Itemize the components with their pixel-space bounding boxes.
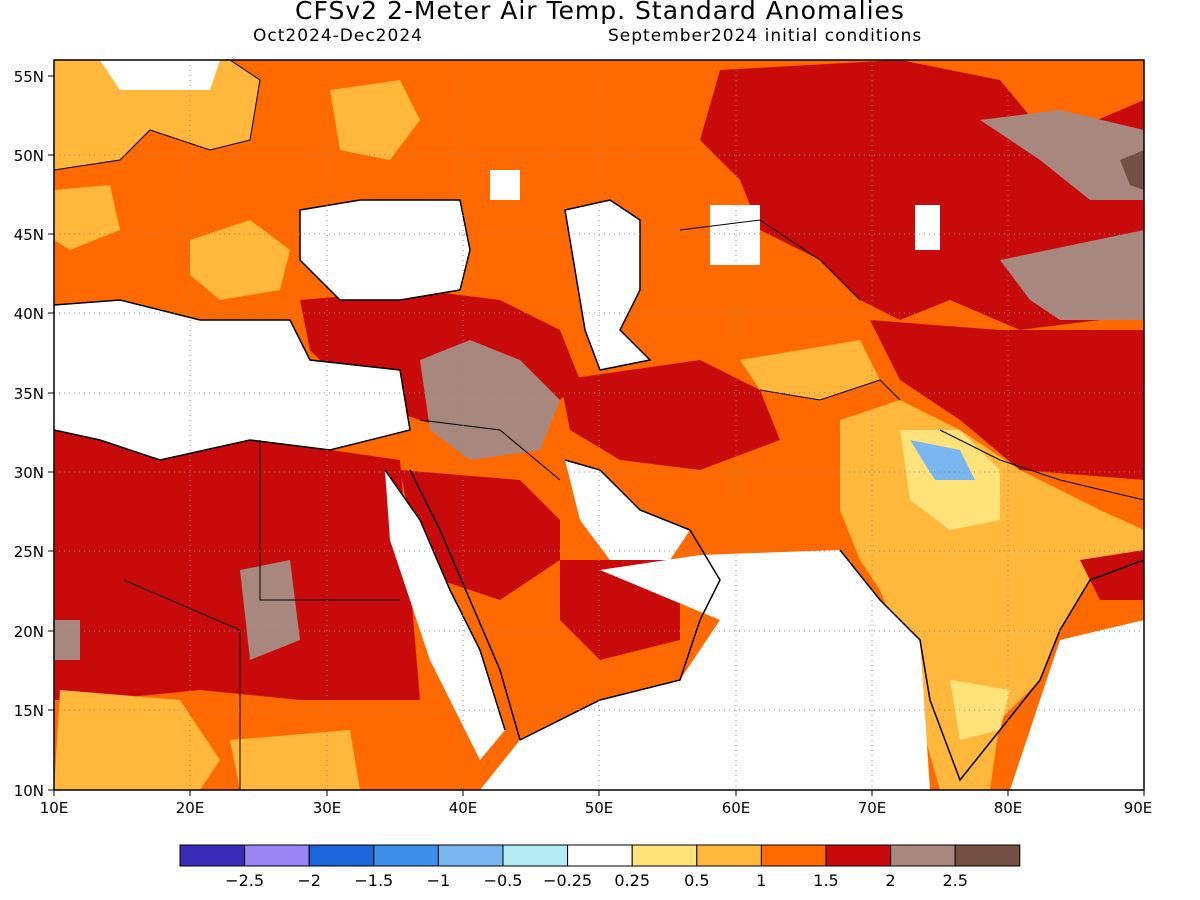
legend-label: −0.5 xyxy=(484,871,523,890)
anomaly-punjab-cool xyxy=(910,440,975,480)
legend-swatch xyxy=(244,844,310,867)
arabian-sea xyxy=(480,550,930,790)
anomaly-sudan-gray xyxy=(240,560,300,660)
legend-swatch xyxy=(825,844,892,867)
legend-swatch xyxy=(890,844,956,867)
legend-swatch xyxy=(502,844,569,867)
anomaly-syria-iraq xyxy=(420,340,560,460)
legend-swatch xyxy=(373,844,439,867)
anomaly-tarim xyxy=(1000,230,1144,320)
anomaly-field xyxy=(54,60,1144,790)
lon-label: 20E xyxy=(176,799,205,817)
anomaly-balkans xyxy=(190,220,290,300)
baltic-mask xyxy=(100,60,220,90)
legend-swatch xyxy=(567,844,633,867)
persian-gulf xyxy=(565,460,690,560)
lat-label: 40N xyxy=(14,305,44,323)
anomaly-sahel-gray xyxy=(54,620,80,660)
legend-label: 2 xyxy=(886,871,896,890)
legend-label: 2.5 xyxy=(942,871,967,890)
lon-label: 60E xyxy=(722,799,751,817)
anomaly-mongolia xyxy=(980,110,1144,200)
legend-label: −0.25 xyxy=(543,871,592,890)
afghan-border xyxy=(759,379,901,401)
anomaly-himalaya xyxy=(870,320,1144,480)
black-sea-coast xyxy=(299,199,471,301)
iraq-border xyxy=(419,419,561,481)
graticule xyxy=(54,60,1144,790)
arabia-coast xyxy=(519,459,721,741)
lon-label: 70E xyxy=(858,799,887,817)
initial-conditions: September2024 initial conditions xyxy=(608,26,923,46)
anomaly-afghanistan xyxy=(740,340,880,400)
lake-mask xyxy=(490,170,520,200)
kazakh-border xyxy=(679,219,861,301)
legend-label: −1.5 xyxy=(354,871,393,890)
lat-label: 20N xyxy=(14,623,44,641)
legend-swatch xyxy=(179,844,246,867)
axis-ticks xyxy=(48,75,1145,796)
anomaly-central-europe xyxy=(330,80,420,160)
balkhash-mask xyxy=(915,205,940,250)
lat-label: 15N xyxy=(14,702,44,720)
anomaly-ne-china xyxy=(1120,150,1144,190)
sahel-border xyxy=(123,579,241,790)
india-coast xyxy=(839,549,1144,782)
lon-label: 80E xyxy=(994,799,1023,817)
legend-label: 0.5 xyxy=(684,871,709,890)
legend-colorbar xyxy=(179,844,1021,867)
legend-label: 1.5 xyxy=(813,871,838,890)
anomaly-sahara xyxy=(54,420,420,700)
lon-label: 40E xyxy=(449,799,478,817)
lon-label: 30E xyxy=(313,799,342,817)
lat-label: 45N xyxy=(14,226,44,244)
aral-mask xyxy=(710,205,760,265)
anomaly-west-africa xyxy=(54,690,220,790)
lon-label: 10E xyxy=(40,799,69,817)
sea-mask xyxy=(54,60,1144,790)
anomaly-iberia-france xyxy=(54,185,120,250)
mediterranean-sea xyxy=(54,300,410,460)
lat-labels: 55N 50N 45N 40N 35N 30N 25N 20N 15N 10N xyxy=(14,68,44,800)
legend-label: 0.25 xyxy=(614,871,650,890)
anomaly-iran-west xyxy=(560,360,780,470)
lat-label: 30N xyxy=(14,464,44,482)
lat-label: 50N xyxy=(14,147,44,165)
caspian-sea xyxy=(565,200,650,370)
legend-label: −2 xyxy=(297,871,321,890)
lat-label: 35N xyxy=(14,385,44,403)
legend-swatch xyxy=(631,844,698,867)
black-sea xyxy=(300,200,470,300)
lat-label: 55N xyxy=(14,68,44,86)
legend-swatch xyxy=(760,844,827,867)
red-sea-east-coast xyxy=(409,469,521,741)
forecast-period: Oct2024-Dec2024 xyxy=(253,26,423,46)
red-sea xyxy=(385,470,505,760)
lon-label: 90E xyxy=(1124,799,1153,817)
legend-label: 1 xyxy=(756,871,766,890)
legend-swatch xyxy=(696,844,762,867)
legend-label: −2.5 xyxy=(225,871,264,890)
anomaly-bangladesh xyxy=(1080,550,1144,600)
legend-swatch xyxy=(954,844,1021,867)
med-coast xyxy=(54,299,411,461)
nepal-border xyxy=(939,429,1144,501)
coastlines xyxy=(54,60,1144,790)
lat-label: 10N xyxy=(14,782,44,800)
egypt-border xyxy=(259,440,400,601)
caspian-coast xyxy=(564,199,652,371)
legend-label: −1 xyxy=(427,871,451,890)
lon-labels: 10E 20E 30E 40E 50E 60E 70E 80E 90E xyxy=(40,799,1153,817)
red-sea-west-coast xyxy=(384,469,506,731)
legend-labels: −2.5 −2 −1.5 −1 −0.5 −0.25 0.25 0.5 1 1.5 2 2.5 xyxy=(225,871,968,890)
bay-of-bengal xyxy=(1010,620,1144,790)
lat-label: 25N xyxy=(14,543,44,561)
legend-swatch xyxy=(308,844,375,867)
europe-border xyxy=(54,60,261,171)
map-title: CFSv2 2-Meter Air Temp. Standard Anomali… xyxy=(295,0,905,25)
lon-label: 50E xyxy=(585,799,614,817)
legend-swatch xyxy=(437,844,504,867)
anomaly-ethiopia xyxy=(230,730,360,790)
